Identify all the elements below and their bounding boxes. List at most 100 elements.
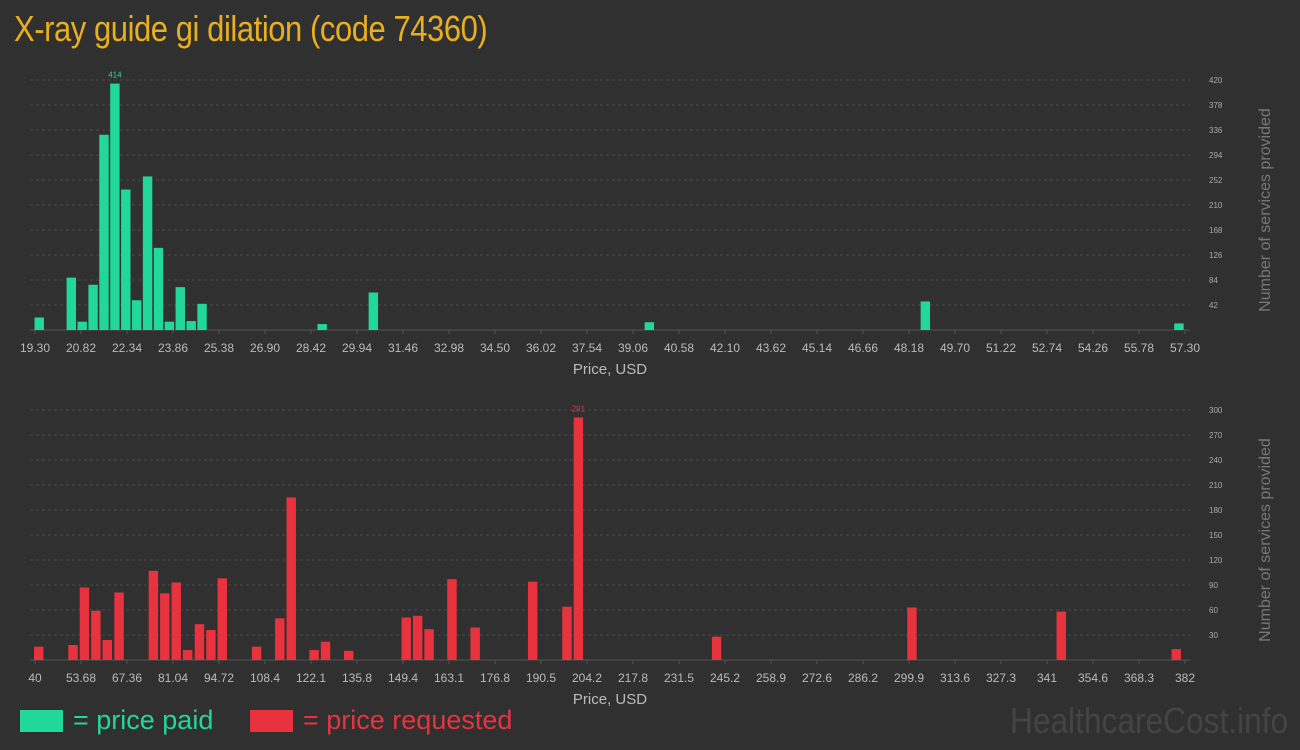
x-tick-label: 37.54 <box>572 341 602 355</box>
x-tick-label: 354.6 <box>1078 671 1108 685</box>
bar <box>317 324 327 330</box>
legend-requested-swatch <box>250 709 293 732</box>
x-tick-label: 54.26 <box>1078 341 1108 355</box>
y-tick-label: 294 <box>1209 151 1223 160</box>
bar <box>68 645 78 660</box>
bar <box>34 317 44 330</box>
x-tick-label: 26.90 <box>250 341 280 355</box>
bar <box>171 582 181 660</box>
y-tick-label: 150 <box>1209 531 1223 540</box>
y-tick-label: 420 <box>1209 76 1223 85</box>
bar <box>148 570 159 660</box>
bar <box>194 624 205 660</box>
x-tick-label: 40.58 <box>664 341 694 355</box>
bar <box>77 321 87 330</box>
x-tick-label: 36.02 <box>526 341 556 355</box>
y-tick-label: 60 <box>1209 606 1218 615</box>
bar <box>186 321 196 330</box>
bar <box>412 615 423 660</box>
x-tick-label: 34.50 <box>480 341 510 355</box>
bar <box>217 578 228 660</box>
x-tick-label: 204.2 <box>572 671 602 685</box>
bar <box>160 593 170 660</box>
x-tick-label: 55.78 <box>1124 341 1154 355</box>
x-tick-label: 32.98 <box>434 341 464 355</box>
x-tick-label: 29.94 <box>342 341 372 355</box>
x-tick-label: 51.22 <box>986 341 1016 355</box>
price-requested-chart: 30 60 90 120 150 180 210 240 270 300 291 40 53.68 67.… <box>28 405 1274 709</box>
peak-value-label: 291 <box>572 405 586 414</box>
bar <box>562 606 572 660</box>
bar <box>102 640 113 660</box>
x-tick-label: 299.9 <box>894 671 924 685</box>
bar <box>99 134 109 330</box>
bar <box>197 303 207 330</box>
x-tick-label: 286.2 <box>848 671 878 685</box>
bar <box>1174 323 1184 330</box>
y-tick-label: 126 <box>1209 251 1223 260</box>
x-tick-label: 163.1 <box>434 671 464 685</box>
x-tick-label: 149.4 <box>388 671 418 685</box>
x-tick-label: 327.3 <box>986 671 1016 685</box>
bar <box>527 581 538 660</box>
y-tick-label: 210 <box>1209 201 1223 210</box>
x-tick-label: 45.14 <box>802 341 832 355</box>
bar <box>88 284 98 330</box>
x-tick-label: 53.68 <box>66 671 96 685</box>
bar <box>206 630 216 660</box>
bar <box>424 629 434 660</box>
legend-requested: = price requested <box>250 705 512 736</box>
x-tick-label: 258.9 <box>756 671 786 685</box>
x-tick-label: 231.5 <box>664 671 694 685</box>
x-tick-label: 313.6 <box>940 671 970 685</box>
bar <box>447 579 457 660</box>
bar <box>344 650 354 660</box>
y-tick-label: 210 <box>1209 481 1223 490</box>
y-tick-label: 168 <box>1209 226 1223 235</box>
y-tick-label: 90 <box>1209 581 1218 590</box>
x-tick-label: 382 <box>1175 671 1195 685</box>
bar <box>907 607 917 660</box>
x-tick-label: 31.46 <box>388 341 418 355</box>
x-tick-label: 190.5 <box>526 671 556 685</box>
x-tick-label: 108.4 <box>250 671 280 685</box>
x-tick-label: 22.34 <box>112 341 142 355</box>
x-tick-label: 176.8 <box>480 671 510 685</box>
bar <box>286 497 296 660</box>
y-tick-label: 378 <box>1209 101 1223 110</box>
x-tick-label: 49.70 <box>940 341 970 355</box>
x-tick-label: 341 <box>1037 671 1057 685</box>
y-tick-label: 336 <box>1209 126 1223 135</box>
bar <box>644 322 655 330</box>
y-tick-label: 270 <box>1209 431 1223 440</box>
x-tick-label: 94.72 <box>204 671 234 685</box>
legend-requested-label: = price requested <box>303 705 513 735</box>
bar <box>175 287 185 330</box>
bar <box>1056 611 1066 660</box>
x-axis-label: Price, USD <box>573 361 647 378</box>
x-tick-label: 43.62 <box>756 341 786 355</box>
x-tick-label: 67.36 <box>112 671 142 685</box>
y-tick-label: 180 <box>1209 506 1223 515</box>
bar <box>114 592 124 660</box>
bar <box>920 301 931 330</box>
bar <box>309 650 319 660</box>
bar <box>401 617 411 660</box>
bar <box>711 636 722 660</box>
price-paid-chart: 42 84 126 168 210 252 294 336 378 420 414 19.30 20.8… <box>20 71 1274 378</box>
x-tick-label: 217.8 <box>618 671 648 685</box>
x-tick-label: 39.06 <box>618 341 648 355</box>
bar <box>153 247 164 330</box>
bar <box>66 277 77 330</box>
bar <box>121 189 131 330</box>
y-tick-label: 120 <box>1209 556 1223 565</box>
x-tick-label: 40 <box>28 671 42 685</box>
legend-paid: = price paid <box>20 705 213 736</box>
x-axis-label: Price, USD <box>573 691 647 708</box>
bar <box>470 627 480 660</box>
x-tick-label: 23.86 <box>158 341 188 355</box>
bar <box>110 83 120 330</box>
x-tick-label: 135.8 <box>342 671 372 685</box>
watermark: HealthcareCost.info <box>1009 700 1288 741</box>
bar <box>320 641 331 660</box>
